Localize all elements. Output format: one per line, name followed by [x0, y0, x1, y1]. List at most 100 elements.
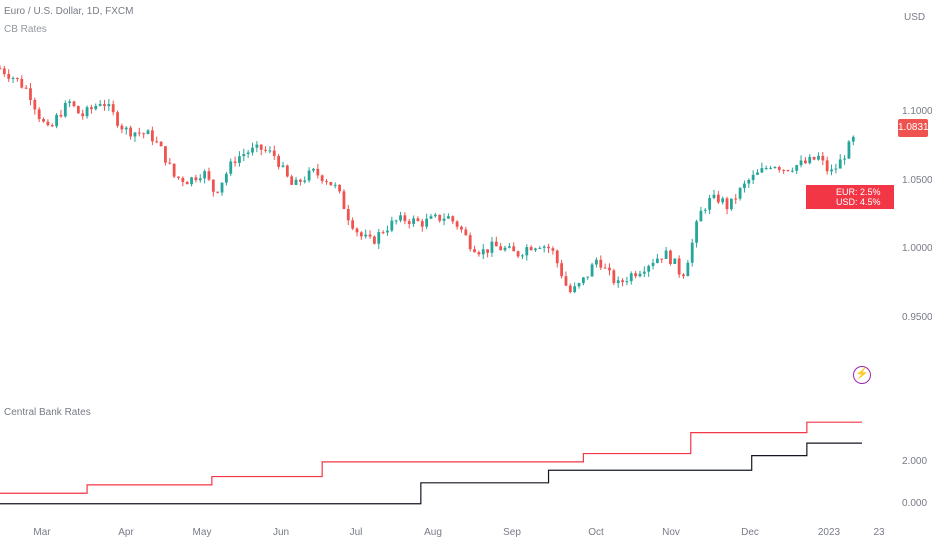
candle-body — [320, 175, 324, 182]
time-tick-label: Apr — [118, 527, 134, 538]
candle-body — [442, 218, 446, 221]
candle-body — [756, 172, 759, 175]
candle-body — [804, 160, 807, 164]
candle-body — [325, 181, 328, 183]
candle-body — [72, 101, 76, 107]
candle-body — [351, 220, 355, 229]
candle-body — [381, 232, 385, 234]
candle-body — [103, 104, 106, 107]
candle-body — [7, 74, 11, 79]
candle-body — [298, 179, 302, 182]
candle-body — [821, 155, 825, 161]
candle-body — [603, 267, 607, 269]
candle-body — [399, 215, 402, 221]
candle-body — [203, 171, 207, 179]
candle-body — [46, 121, 50, 126]
candlestick-series — [0, 65, 855, 294]
candle-body — [0, 68, 2, 70]
candle-body — [198, 178, 202, 181]
candle-body — [577, 283, 581, 287]
candle-body — [494, 241, 498, 247]
candle-body — [333, 184, 337, 186]
time-tick-label: 2023 — [817, 527, 841, 538]
candle-body — [255, 144, 259, 148]
rate-tick-label: 2.000 — [902, 455, 928, 467]
candle-body — [172, 163, 176, 177]
candle-body — [817, 155, 820, 160]
candle-body — [425, 218, 429, 227]
candle-body — [181, 177, 185, 182]
candle-body — [264, 149, 267, 151]
candle-body — [647, 265, 651, 272]
candle-body — [547, 246, 550, 249]
candle-body — [37, 109, 41, 120]
candle-body — [11, 77, 15, 79]
candle-body — [268, 150, 272, 152]
candle-body — [564, 276, 568, 286]
candle-body — [808, 156, 812, 164]
candle-body — [625, 281, 629, 283]
rate-tick-label: 0.000 — [902, 497, 928, 509]
candle-body — [634, 273, 638, 277]
candle-body — [695, 221, 698, 243]
candle-body — [338, 184, 341, 192]
candle-body — [590, 264, 594, 277]
candle-body — [150, 130, 154, 142]
candle-body — [460, 226, 463, 230]
candle-body — [55, 114, 58, 127]
candle-body — [503, 247, 507, 251]
candle-body — [799, 160, 803, 166]
candle-body — [107, 104, 111, 107]
candle-body — [586, 276, 590, 278]
candle-body — [716, 194, 720, 203]
candle-body — [525, 247, 529, 256]
overlay-indicator-label[interactable]: CB Rates — [4, 24, 47, 35]
candle-body — [673, 258, 677, 264]
candle-body — [760, 168, 764, 173]
candle-body — [721, 198, 725, 203]
candle-body — [769, 167, 772, 169]
candle-body — [346, 209, 350, 221]
time-tick-label: Dec — [741, 527, 759, 538]
candle-body — [386, 230, 389, 233]
candle-body — [168, 162, 172, 164]
time-tick-label: Sep — [503, 527, 521, 538]
candle-body — [481, 249, 485, 255]
price-tick-label: 1.05000 — [902, 174, 932, 186]
candle-body — [68, 101, 72, 104]
lightning-icon[interactable]: ⚡ — [853, 366, 871, 384]
candle-body — [81, 113, 85, 117]
candle-body — [786, 170, 790, 172]
candle-body — [795, 165, 799, 171]
lower-pane-title: Central Bank Rates — [4, 407, 91, 418]
candle-body — [342, 191, 346, 210]
candle-body — [94, 105, 98, 110]
candle-body — [512, 246, 516, 252]
candle-body — [190, 177, 193, 185]
candle-body — [290, 176, 294, 185]
candle-body — [294, 179, 298, 185]
candle-body — [277, 155, 281, 167]
candle-body — [429, 216, 433, 219]
candle-body — [312, 168, 315, 171]
candle-body — [85, 107, 89, 117]
candle-body — [729, 198, 733, 210]
candle-body — [734, 198, 738, 200]
candle-body — [690, 242, 694, 263]
candle-body — [738, 188, 742, 199]
time-tick-label: 23 — [873, 527, 885, 538]
candle-body — [329, 182, 333, 186]
candle-body — [142, 133, 146, 135]
candle-body — [447, 216, 450, 219]
candle-body — [220, 182, 224, 193]
candle-body — [316, 168, 320, 176]
candle-body — [242, 154, 246, 157]
candle-body — [177, 176, 180, 178]
candle-body — [394, 220, 398, 222]
candle-body — [682, 274, 685, 277]
candle-body — [542, 246, 546, 248]
candle-body — [621, 280, 624, 283]
time-tick-label: Jun — [272, 527, 290, 538]
candle-body — [555, 250, 559, 264]
